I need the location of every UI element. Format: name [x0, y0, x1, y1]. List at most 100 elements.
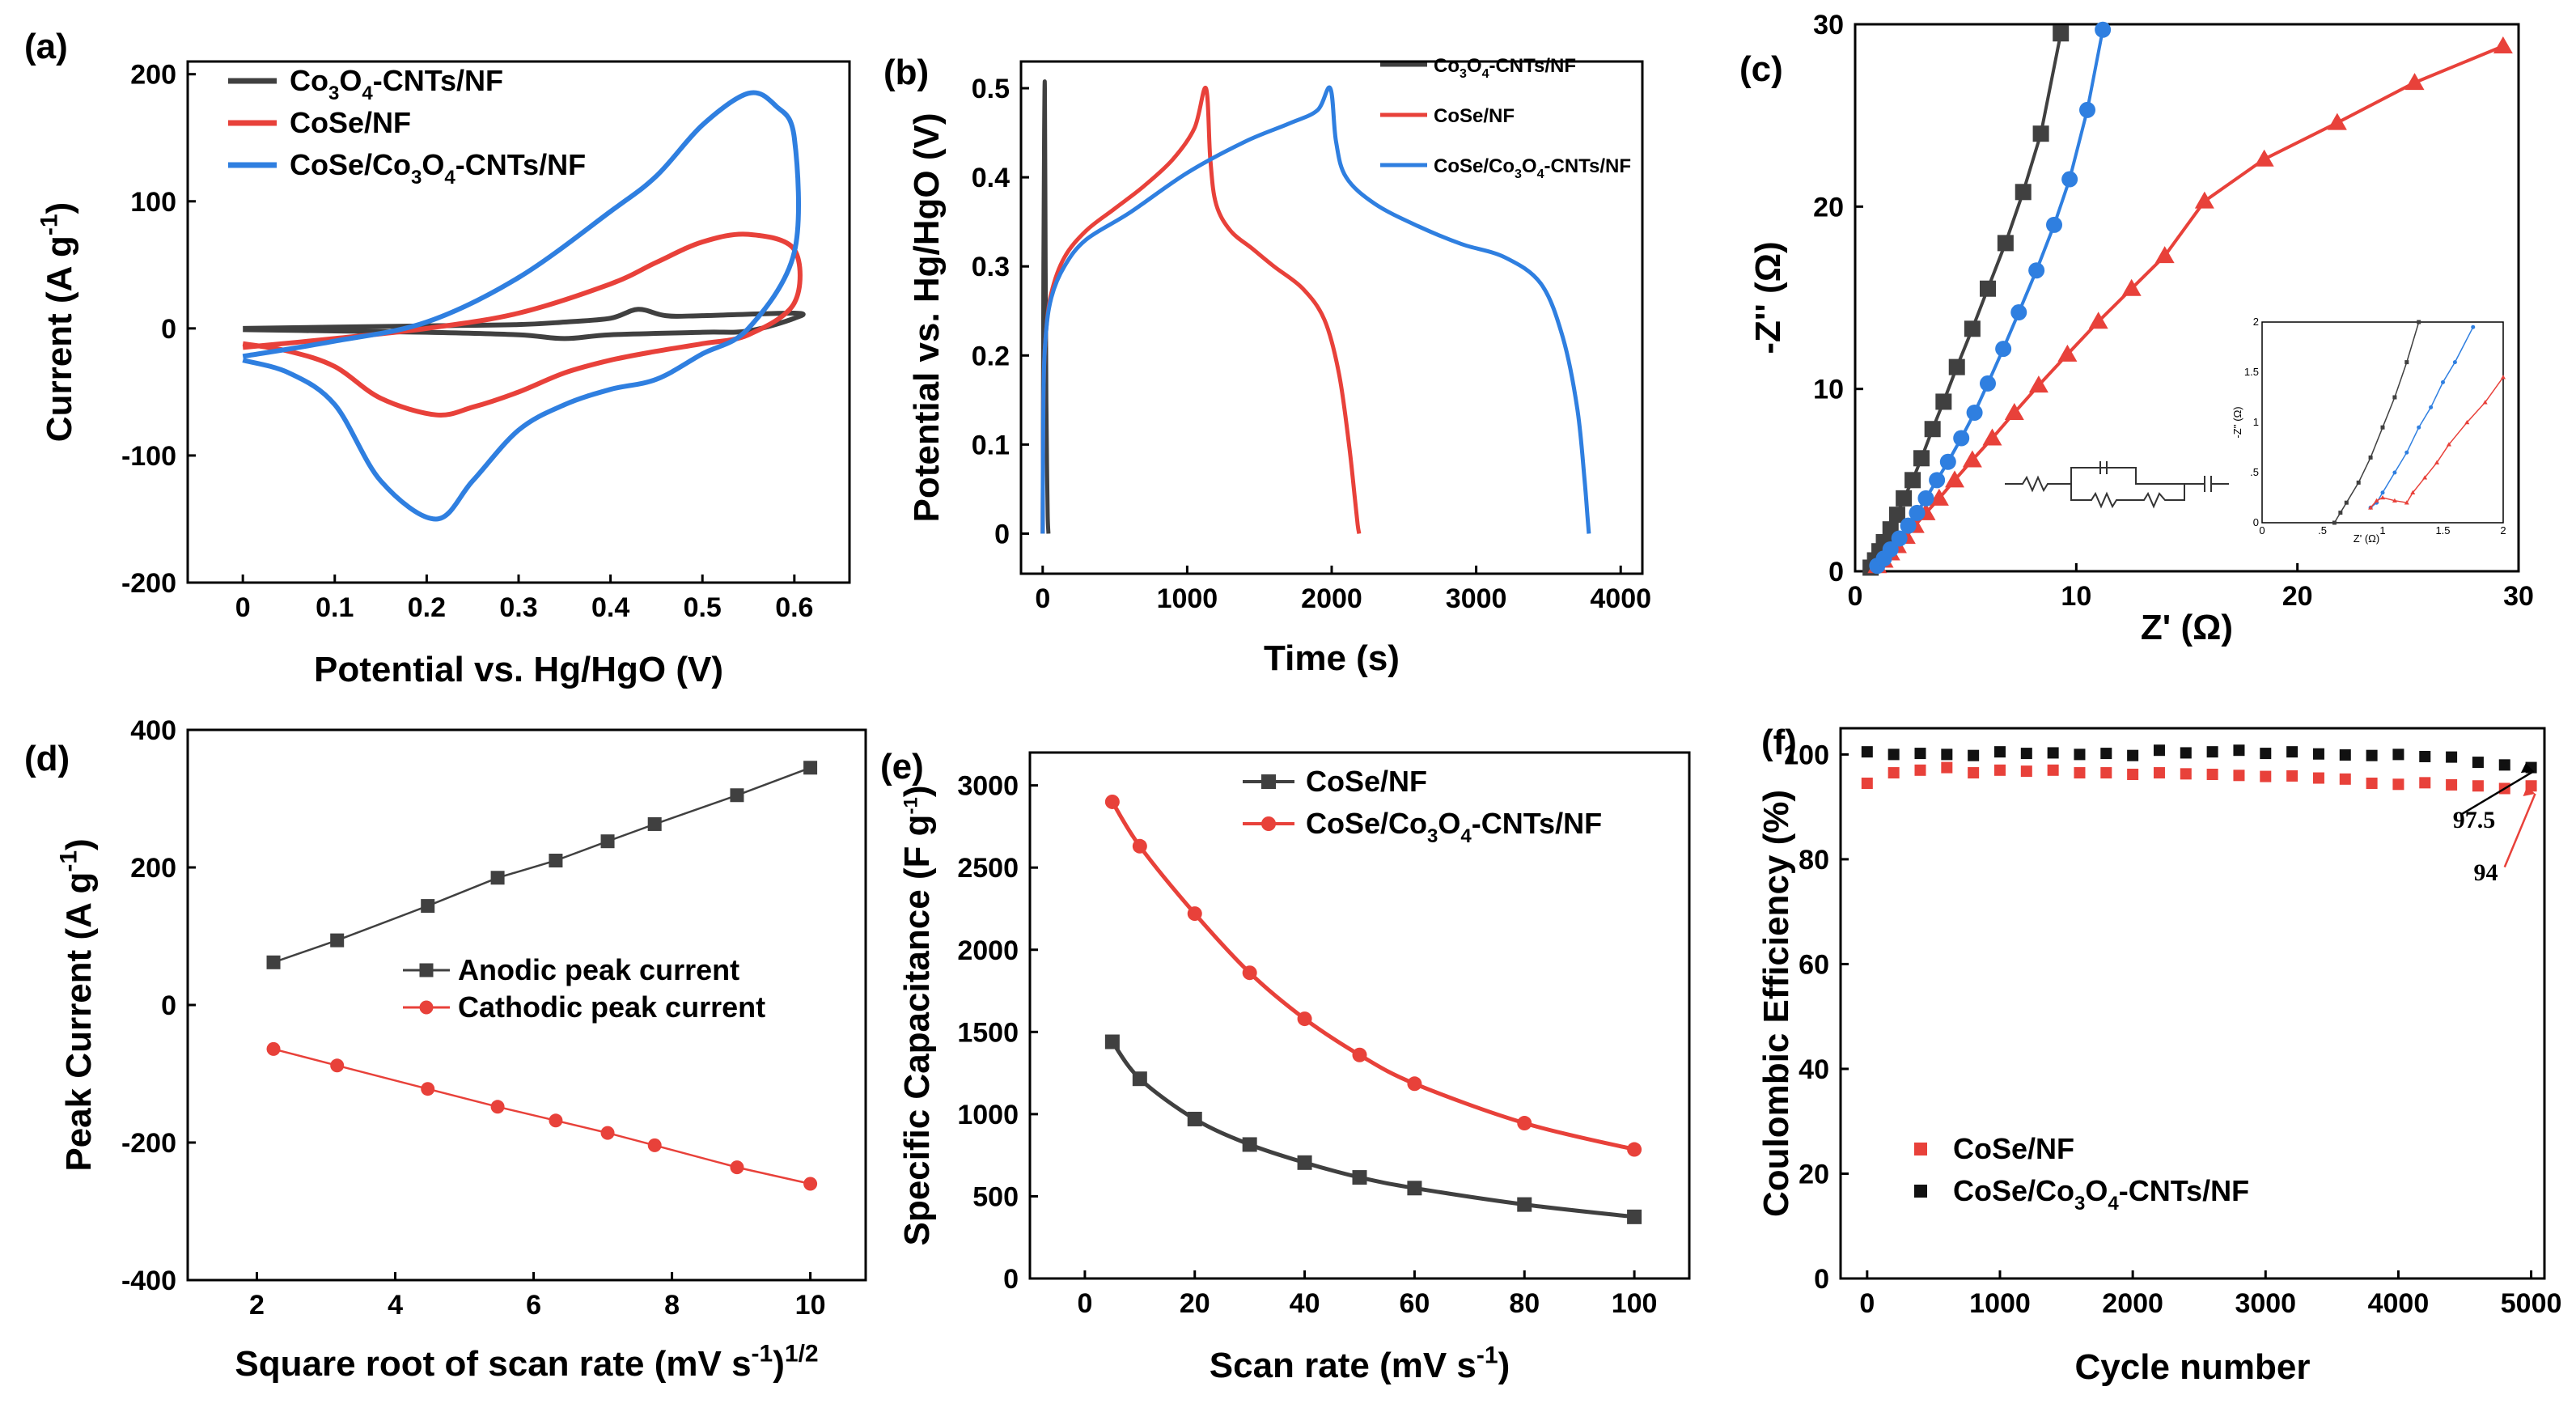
inset-point — [2410, 490, 2416, 495]
nyquist-point — [1891, 530, 1908, 547]
efficiency-point — [2498, 759, 2510, 771]
inset-x-tick-label: 1.5 — [2435, 524, 2450, 536]
nyquist-point — [2061, 171, 2078, 188]
y-tick-label: 20 — [1799, 1159, 1829, 1189]
x-axis-label-part: Z' (Ω) — [2141, 608, 2233, 647]
efficiency-point — [2020, 765, 2032, 778]
nyquist-point — [2154, 246, 2175, 264]
capacitance-point — [1104, 794, 1120, 809]
capacitance-point — [1242, 1137, 1257, 1152]
efficiency-point — [2047, 764, 2059, 776]
panel-label: (f) — [1761, 723, 1797, 762]
inset-point — [2429, 405, 2434, 409]
y-axis-label: Current (A g-1) — [36, 202, 79, 442]
inset-point — [2452, 360, 2457, 365]
x-axis-label-part: Time (s) — [1264, 638, 1400, 678]
x-tick-label: 5000 — [2501, 1288, 2562, 1319]
nyquist-point — [1913, 450, 1930, 467]
y-axis-label-part: -1 — [36, 214, 62, 235]
legend-marker — [1914, 1185, 1927, 1198]
x-tick-label: 80 — [1509, 1288, 1540, 1319]
efficiency-point — [1993, 764, 2006, 776]
efficiency-point — [2419, 777, 2431, 789]
inset-point — [2464, 420, 2470, 425]
legend-label: Co3O4-CNTs/NF — [1434, 55, 1576, 81]
nyquist-point — [2032, 125, 2049, 142]
nyquist-point — [1966, 404, 1983, 421]
x-tick-label: 1000 — [1157, 583, 1218, 614]
y-tick-label: 40 — [1799, 1054, 1829, 1085]
panel-a: 0 0.1 0.2 0.3 0.4 0.5 0.6 -200 -100 0 100 200 (a) Pot… — [24, 27, 851, 689]
y-tick-label: 100 — [130, 187, 176, 218]
nyquist-point — [2028, 262, 2045, 279]
capacitance-point — [1187, 906, 1202, 922]
y-tick-label: 200 — [130, 853, 176, 884]
legend-label-part: -CNTs/NF — [2119, 1174, 2249, 1207]
inset-point — [2374, 498, 2379, 502]
efficiency-point — [2446, 751, 2458, 763]
legend-label-part: 4 — [1482, 67, 1489, 81]
nyquist-point — [2404, 73, 2425, 91]
efficiency-point — [2047, 747, 2059, 759]
legend-label: Co3O4-CNTs/NF — [290, 64, 503, 104]
efficiency-point — [2260, 770, 2272, 782]
panel-label: (c) — [1739, 49, 1783, 89]
legend-label: CoSe/Co3O4-CNTs/NF — [1953, 1174, 2249, 1215]
legend-label-part: O — [339, 64, 362, 97]
legend-label-part: Co — [290, 64, 328, 97]
x-tick-label: 0.6 — [775, 592, 813, 623]
x-axis-label-part: Cycle number — [2075, 1347, 2311, 1387]
y-axis-label-part: Current (A g — [40, 235, 79, 442]
efficiency-point — [2233, 744, 2245, 757]
peak-point — [421, 899, 435, 914]
legend-label-part: CoSe/NF — [1306, 765, 1427, 798]
x-tick-label: 20 — [2282, 581, 2313, 612]
y-tick-label: 0.2 — [972, 341, 1010, 371]
inset-point — [2368, 505, 2374, 510]
inset-point — [2441, 380, 2445, 384]
inset-y-label: -Z'' (Ω) — [2231, 406, 2243, 438]
legend-label-part: CoSe/NF — [1434, 105, 1515, 127]
inset-x-tick-label: 2 — [2500, 524, 2506, 536]
y-tick-label: 0.5 — [972, 74, 1010, 104]
capacitance-point — [1352, 1047, 1367, 1062]
legend-label-part: Co — [1434, 55, 1460, 77]
efficiency-point — [2392, 748, 2404, 761]
x-tick-label: 10 — [795, 1290, 826, 1321]
legend-label-part: CoSe/NF — [290, 106, 411, 139]
efficiency-point — [2127, 749, 2139, 761]
legend-label-part: CoSe/NF — [1953, 1132, 2074, 1165]
x-axis-label: Cycle number — [2075, 1347, 2311, 1387]
efficiency-point — [1993, 746, 2006, 758]
circuit-diagram — [2005, 461, 2229, 509]
inset-y-tick-label: 1 — [2253, 416, 2259, 428]
efficiency-point — [2206, 768, 2218, 780]
peak-point — [803, 1177, 818, 1191]
nyquist-point — [2057, 344, 2078, 362]
x-tick-label: 2000 — [1301, 583, 1362, 614]
y-axis-label: Peak Current (A g-1) — [55, 838, 99, 1171]
capacitance-point — [1517, 1116, 1532, 1131]
legend-label: CoSe/NF — [1434, 105, 1515, 127]
gcd-curve-2 — [1040, 85, 1591, 534]
x-axis-label-part: ) — [1498, 1346, 1510, 1385]
panel-label: (e) — [880, 747, 924, 787]
y-axis-label-part: -1 — [55, 850, 82, 872]
y-tick-label: 400 — [130, 715, 176, 746]
nyquist-point — [2194, 191, 2214, 209]
y-tick-label: 0.4 — [972, 163, 1010, 193]
plot-frame — [1028, 751, 1691, 1280]
legend-label: CoSe/Co3O4-CNTs/NF — [1434, 155, 1631, 181]
legend-label: Cathodic peak current — [458, 990, 765, 1024]
panel-label: (d) — [24, 739, 70, 778]
nyquist-point — [2015, 184, 2032, 201]
x-tick-label: 10 — [2061, 581, 2091, 612]
x-axis-label: Potential vs. Hg/HgO (V) — [314, 650, 723, 689]
peak-point — [266, 1041, 281, 1056]
cv-curve-1 — [242, 231, 803, 418]
inset-line-1 — [2370, 326, 2474, 508]
nyquist-point — [1948, 358, 1965, 375]
efficiency-point — [1941, 748, 1953, 761]
legend-label-part: 3 — [411, 167, 422, 189]
